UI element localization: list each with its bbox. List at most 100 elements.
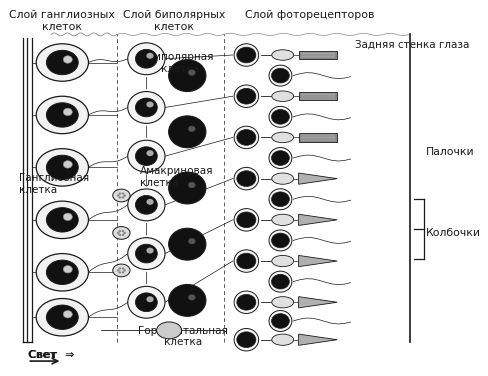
Circle shape — [63, 56, 72, 63]
Ellipse shape — [234, 85, 259, 108]
Ellipse shape — [169, 285, 206, 316]
Circle shape — [117, 269, 120, 271]
Polygon shape — [299, 334, 337, 345]
Ellipse shape — [136, 293, 157, 312]
Ellipse shape — [234, 291, 259, 314]
Bar — [299, 92, 337, 100]
Text: Палочки: Палочки — [426, 147, 474, 158]
Ellipse shape — [46, 208, 78, 232]
Circle shape — [119, 267, 121, 270]
Circle shape — [122, 193, 124, 195]
Ellipse shape — [234, 167, 259, 190]
Circle shape — [271, 314, 289, 328]
Circle shape — [122, 234, 124, 236]
Ellipse shape — [269, 230, 292, 251]
Circle shape — [237, 253, 256, 269]
Ellipse shape — [269, 106, 292, 127]
Circle shape — [119, 196, 121, 199]
Circle shape — [271, 274, 289, 289]
Ellipse shape — [272, 214, 294, 226]
Ellipse shape — [234, 250, 259, 272]
Circle shape — [271, 192, 289, 206]
Text: Свет  ⇒: Свет ⇒ — [28, 350, 75, 359]
Circle shape — [146, 102, 154, 108]
Bar — [299, 51, 337, 59]
Circle shape — [146, 247, 154, 253]
Ellipse shape — [272, 50, 294, 60]
Ellipse shape — [113, 264, 130, 277]
Circle shape — [119, 271, 121, 273]
Circle shape — [122, 267, 124, 270]
Ellipse shape — [113, 227, 130, 239]
Circle shape — [117, 194, 120, 197]
Ellipse shape — [128, 91, 165, 123]
Ellipse shape — [169, 60, 206, 91]
Circle shape — [271, 233, 289, 248]
Ellipse shape — [136, 196, 157, 214]
Circle shape — [188, 238, 196, 244]
Ellipse shape — [272, 334, 294, 345]
Circle shape — [119, 234, 121, 236]
Text: Колбочки: Колбочки — [426, 228, 481, 238]
Ellipse shape — [169, 172, 206, 204]
Circle shape — [237, 88, 256, 104]
Circle shape — [237, 47, 256, 63]
Ellipse shape — [136, 244, 157, 263]
Circle shape — [188, 126, 196, 132]
Circle shape — [188, 294, 196, 300]
Ellipse shape — [46, 260, 78, 285]
Circle shape — [123, 232, 126, 234]
Ellipse shape — [136, 98, 157, 117]
Ellipse shape — [136, 147, 157, 165]
Circle shape — [122, 230, 124, 232]
Circle shape — [122, 196, 124, 199]
Ellipse shape — [46, 155, 78, 180]
Ellipse shape — [272, 132, 294, 143]
Ellipse shape — [272, 173, 294, 184]
Text: Слой ганглиозных
клеток: Слой ганглиозных клеток — [9, 10, 115, 32]
Circle shape — [119, 230, 121, 232]
Text: Ганглиозная
клетка: Ганглиозная клетка — [19, 173, 89, 195]
Circle shape — [122, 271, 124, 273]
Circle shape — [117, 232, 120, 234]
Ellipse shape — [46, 103, 78, 127]
Ellipse shape — [36, 96, 88, 134]
Polygon shape — [299, 255, 337, 267]
Circle shape — [237, 294, 256, 310]
Circle shape — [146, 150, 154, 156]
Circle shape — [271, 68, 289, 83]
Text: Биполярная
клетка: Биполярная клетка — [147, 52, 214, 74]
Text: Слой фоторецепторов: Слой фоторецепторов — [245, 10, 375, 20]
Ellipse shape — [128, 140, 165, 172]
Circle shape — [63, 311, 72, 318]
Circle shape — [271, 109, 289, 124]
Text: Слой биполярных
клеток: Слой биполярных клеток — [122, 10, 225, 32]
Circle shape — [146, 53, 154, 59]
Circle shape — [63, 265, 72, 273]
Text: Амакриновая
клетка: Амакриновая клетка — [140, 166, 213, 188]
Circle shape — [237, 212, 256, 228]
Text: Свет: Свет — [28, 350, 56, 359]
Circle shape — [271, 151, 289, 165]
Bar — [299, 133, 337, 141]
Circle shape — [237, 171, 256, 186]
Ellipse shape — [128, 287, 165, 318]
Ellipse shape — [46, 50, 78, 75]
Ellipse shape — [36, 299, 88, 336]
Ellipse shape — [128, 238, 165, 270]
Ellipse shape — [36, 253, 88, 291]
Polygon shape — [299, 297, 337, 308]
Ellipse shape — [269, 147, 292, 168]
Ellipse shape — [36, 149, 88, 186]
Circle shape — [63, 213, 72, 221]
Ellipse shape — [234, 44, 259, 66]
Ellipse shape — [272, 91, 294, 102]
Ellipse shape — [234, 209, 259, 231]
Ellipse shape — [157, 322, 182, 339]
Ellipse shape — [136, 49, 157, 68]
Ellipse shape — [272, 297, 294, 308]
Circle shape — [119, 193, 121, 195]
Ellipse shape — [269, 65, 292, 86]
Ellipse shape — [234, 126, 259, 149]
Circle shape — [188, 70, 196, 76]
